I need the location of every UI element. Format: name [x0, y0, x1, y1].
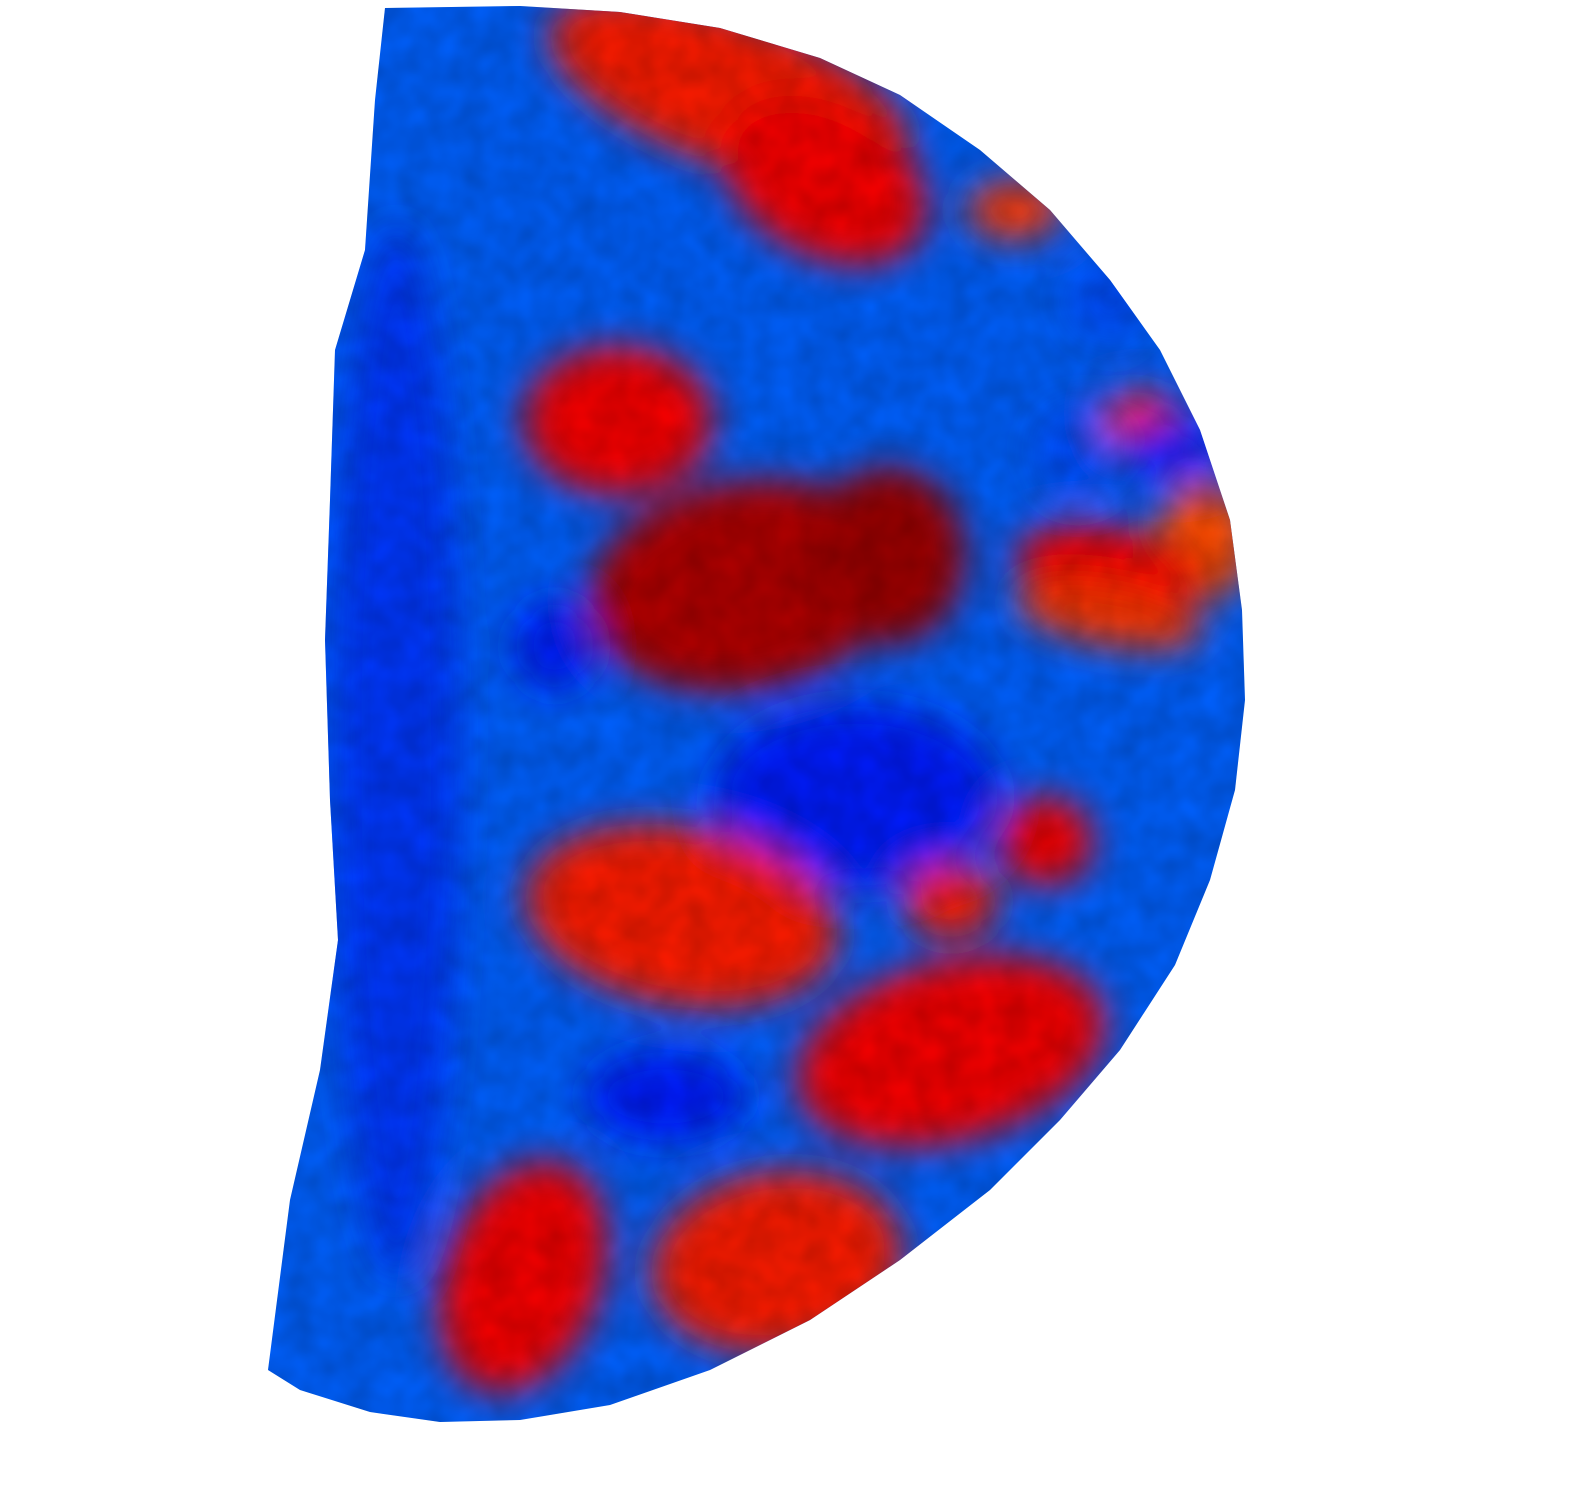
heatmap-plot — [268, 6, 1245, 1422]
texture-overlay — [268, 6, 1245, 1422]
